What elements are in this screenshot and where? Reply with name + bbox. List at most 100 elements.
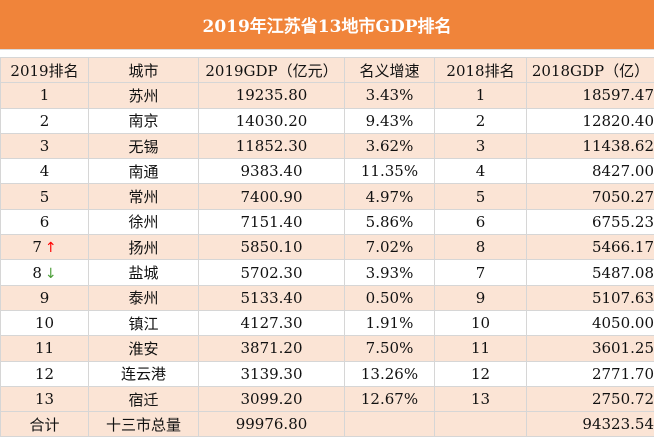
cell-growth-value: 11.35% bbox=[360, 162, 419, 181]
cell-rank-2019-value: 11 bbox=[34, 339, 55, 358]
cell-city: 常州 bbox=[88, 183, 199, 210]
cell-growth-value: 3.93% bbox=[365, 263, 414, 282]
cell-gdp-2019: 5850.10 bbox=[198, 234, 345, 261]
cell-rank-2019-value: 3 bbox=[39, 137, 50, 156]
table-title: 2019年江苏省13地市GDP排名 bbox=[0, 0, 654, 50]
cell-gdp-2019-value: 11852.30 bbox=[235, 137, 308, 156]
cell-city-value: 淮安 bbox=[128, 339, 159, 358]
table-row: 8 ↓ 盐城 5702.30 3.93% 7 5487.08 bbox=[0, 259, 654, 286]
cell-city: 无锡 bbox=[88, 132, 199, 160]
cell-city: 苏州 bbox=[88, 82, 199, 109]
cell-growth: 3.93% bbox=[344, 259, 435, 286]
cell-rank-2018: 6 bbox=[434, 208, 527, 236]
cell-growth-value: 13.26% bbox=[360, 364, 419, 383]
cell-city-value: 扬州 bbox=[128, 238, 159, 257]
table-row: 9 泰州 5133.40 0.50% 9 5107.63 bbox=[0, 284, 654, 311]
table-row: 6 徐州 7151.40 5.86% 6 6755.23 bbox=[0, 208, 654, 236]
cell-growth-value: 12.67% bbox=[360, 390, 419, 408]
cell-gdp-2019-value: 3871.20 bbox=[240, 339, 303, 358]
cell-rank-2019-value: 2 bbox=[39, 111, 50, 130]
arrow-down-icon: ↓ bbox=[44, 265, 57, 282]
cell-rank-2018-value: 4 bbox=[475, 162, 486, 181]
cell-growth: 12.67% bbox=[344, 385, 435, 413]
cell-gdp-2018: 2750.72 bbox=[526, 385, 654, 413]
cell-gdp-2019: 19235.80 bbox=[198, 82, 345, 109]
cell-gdp-2019-value: 7151.40 bbox=[240, 212, 303, 231]
cell-rank-2018-value: 11 bbox=[470, 339, 491, 358]
cell-rank-2019: 4 bbox=[0, 158, 89, 185]
cell-rank-2018-value: 1 bbox=[475, 86, 486, 105]
cell-gdp-2019: 7400.90 bbox=[198, 183, 345, 210]
cell-rank-2018-value: 12 bbox=[470, 364, 491, 383]
cell-rank-2018: 8 bbox=[434, 234, 527, 261]
cell-city: 南京 bbox=[88, 107, 199, 134]
cell-growth-value: 7.50% bbox=[365, 339, 414, 358]
cell-rank-2018: 12 bbox=[434, 360, 527, 387]
cell-rank-2019-value: 6 bbox=[39, 212, 50, 231]
cell-gdp-2018: 5466.17 bbox=[526, 234, 654, 261]
cell-gdp-2019-value: 4127.30 bbox=[240, 314, 303, 333]
table-row: 3 无锡 11852.30 3.62% 3 11438.62 bbox=[0, 132, 654, 160]
header-rank-2018: 2018排名 bbox=[434, 56, 527, 84]
cell-gdp-2018-value: 8427.00 bbox=[591, 162, 654, 181]
cell-growth: 4.97% bbox=[344, 183, 435, 210]
cell-gdp-2019: 4127.30 bbox=[198, 309, 345, 337]
cell-gdp-2018: 4050.00 bbox=[526, 309, 654, 337]
header-row: 2019排名 城市 2019GDP（亿元） 名义增速 2018排名 2018GD… bbox=[0, 56, 654, 84]
cell-gdp-2018: 2771.70 bbox=[526, 360, 654, 387]
cell-rank-2019-value: 4 bbox=[39, 162, 50, 181]
cell-rank-2018: 7 bbox=[434, 259, 527, 286]
cell-rank-2019-value: 8 bbox=[32, 263, 42, 282]
cell-rank-2018: 2 bbox=[434, 107, 527, 134]
cell-rank-2019-value: 13 bbox=[34, 390, 55, 408]
cell-gdp-2019-value: 19235.80 bbox=[235, 86, 308, 105]
cell-rank-2018-value: 2 bbox=[475, 111, 486, 130]
cell-city-value: 南通 bbox=[128, 162, 159, 181]
cell-growth: 1.91% bbox=[344, 309, 435, 337]
cell-growth-value: 7.02% bbox=[365, 238, 414, 257]
cell-rank-2019: 12 bbox=[0, 360, 89, 387]
cell-rank-2019: 8 ↓ bbox=[0, 259, 89, 286]
cell-city: 宿迁 bbox=[88, 385, 199, 413]
cell-gdp-2019: 7151.40 bbox=[198, 208, 345, 236]
header-gdp-2018: 2018GDP（亿） bbox=[526, 56, 654, 84]
cell-growth-value: 5.86% bbox=[365, 212, 414, 231]
cell-rank-2019: 7 ↑ bbox=[0, 234, 89, 261]
cell-gdp-2019-value: 5133.40 bbox=[240, 288, 303, 307]
cell-city: 南通 bbox=[88, 158, 199, 185]
cell-city-value: 无锡 bbox=[128, 137, 159, 156]
table-row: 1 苏州 19235.80 3.43% 1 18597.47 bbox=[0, 82, 654, 109]
cell-gdp-2019-value: 5850.10 bbox=[240, 238, 303, 257]
total-rank-2018 bbox=[434, 411, 527, 438]
cell-growth-value: 3.62% bbox=[365, 137, 414, 156]
cell-city: 盐城 bbox=[88, 259, 199, 286]
total-gdp-2018: 94323.54 bbox=[526, 411, 654, 438]
cell-gdp-2018: 5487.08 bbox=[526, 259, 654, 286]
cell-gdp-2018: 3601.25 bbox=[526, 335, 654, 362]
cell-rank-2019: 1 bbox=[0, 82, 89, 109]
cell-gdp-2018-value: 4050.00 bbox=[591, 314, 654, 333]
cell-rank-2019: 3 bbox=[0, 132, 89, 160]
table-row: 4 南通 9383.40 11.35% 4 8427.00 bbox=[0, 158, 654, 185]
cell-city-value: 盐城 bbox=[128, 264, 159, 283]
cell-rank-2019: 11 bbox=[0, 335, 89, 362]
cell-gdp-2018: 6755.23 bbox=[526, 208, 654, 236]
table-row: 2 南京 14030.20 9.43% 2 12820.40 bbox=[0, 107, 654, 134]
cell-gdp-2018: 7050.27 bbox=[526, 183, 654, 210]
cell-gdp-2019-value: 9383.40 bbox=[240, 162, 303, 181]
cell-growth-value: 3.43% bbox=[365, 86, 414, 105]
cell-gdp-2019: 9383.40 bbox=[198, 158, 345, 185]
cell-gdp-2019-value: 5702.30 bbox=[240, 263, 303, 282]
cell-city-value: 宿迁 bbox=[128, 390, 159, 409]
cell-rank-2018: 4 bbox=[434, 158, 527, 185]
table-row: 7 ↑ 扬州 5850.10 7.02% 8 5466.17 bbox=[0, 234, 654, 261]
cell-rank-2019-value: 9 bbox=[39, 288, 50, 307]
arrow-up-icon: ↑ bbox=[44, 240, 57, 257]
cell-growth: 13.26% bbox=[344, 360, 435, 387]
cell-gdp-2019: 14030.20 bbox=[198, 107, 345, 134]
cell-growth: 3.62% bbox=[344, 132, 435, 160]
cell-gdp-2018: 8427.00 bbox=[526, 158, 654, 185]
cell-gdp-2018-value: 11438.62 bbox=[582, 137, 654, 156]
cell-rank-2018: 13 bbox=[434, 385, 527, 413]
cell-rank-2019-value: 1 bbox=[39, 86, 50, 105]
